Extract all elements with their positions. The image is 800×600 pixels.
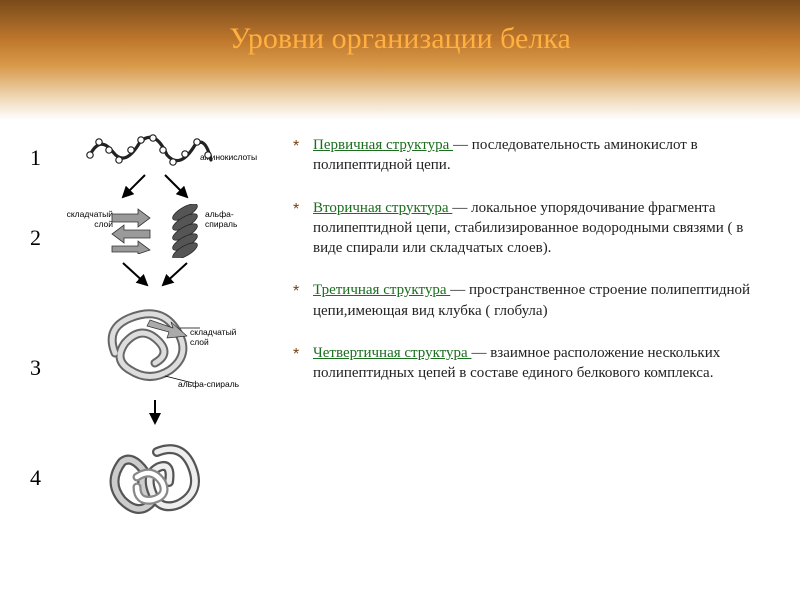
arrows-1-2-icon [115, 172, 195, 207]
secondary-term: Вторичная структура [313, 200, 452, 216]
slide-title: Уровни организации белка [229, 22, 571, 56]
primary-text-block: * Первичная структура — последовательнос… [285, 135, 765, 176]
quaternary-desc: Четвертичная структура — взаимное распол… [313, 343, 765, 384]
label-sheet-2: складчатый слой [55, 210, 113, 230]
level-4-num: 4 [30, 465, 41, 491]
alpha-helix-icon [163, 204, 207, 263]
bullet-icon: * [293, 347, 299, 363]
text-column: * Первичная структура — последовательнос… [285, 135, 765, 405]
quaternary-structure-icon [97, 432, 212, 532]
tertiary-term: Третичная структура [313, 282, 450, 298]
secondary-text-block: * Вторичная структура — локальное упоряд… [285, 198, 765, 259]
tertiary-text-block: * Третичная структура — пространственное… [285, 280, 765, 321]
primary-structure-icon [85, 130, 215, 177]
label-helix-2: альфа- спираль [205, 210, 237, 230]
slide-header: Уровни организации белка [0, 0, 800, 120]
level-1-num: 1 [30, 145, 41, 171]
bullet-icon: * [293, 139, 299, 155]
beta-sheet-icon [110, 206, 152, 259]
level-3-num: 3 [30, 355, 41, 381]
quaternary-term: Четвертичная структура [313, 345, 471, 361]
arrows-2-3-icon [115, 260, 195, 295]
secondary-desc: Вторичная структура — локальное упорядоч… [313, 198, 765, 259]
tertiary-structure-icon [95, 298, 205, 398]
primary-desc: Первичная структура — последовательность… [313, 135, 765, 176]
primary-term: Первичная структура [313, 137, 453, 153]
quaternary-text-block: * Четвертичная структура — взаимное расп… [285, 343, 765, 384]
arrow-3-4-icon [143, 398, 167, 433]
tertiary-desc: Третичная структура — пространственное с… [313, 280, 765, 321]
level-2-num: 2 [30, 225, 41, 251]
bullet-icon: * [293, 284, 299, 300]
bullet-icon: * [293, 202, 299, 218]
